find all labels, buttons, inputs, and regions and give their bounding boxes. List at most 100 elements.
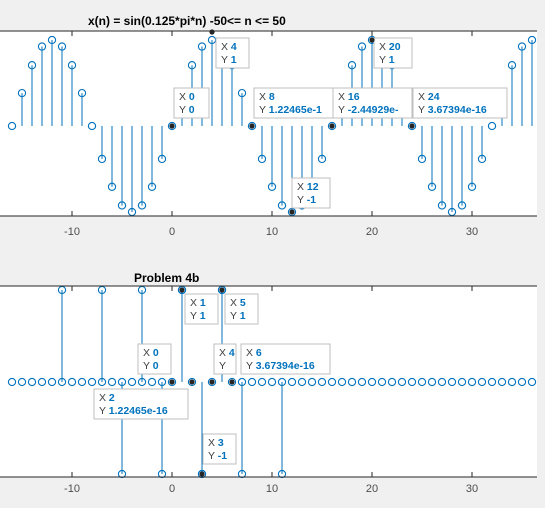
top-tick-label: 0 [169,226,175,238]
top-stem-marker [357,42,367,51]
top-datatip: X 8Y 1.22465e-1 [249,87,334,129]
bottom-stem-marker [127,377,137,387]
bottom-stem-marker [377,377,387,387]
top-datatip-x-row: X 8 [259,91,275,103]
top-datatip-box [412,87,508,119]
bottom-stem-marker [87,377,97,387]
top-stem-marker [87,121,97,131]
bottom-datatip: X 4Y [209,343,237,385]
bottom-stem-marker [17,377,27,387]
bottom-datatip-x-row: X 2 [99,392,115,404]
top-datatip: X 4Y 1 [209,29,250,69]
bottom-stem-marker [457,377,467,387]
bottom-datatip-box [202,433,237,465]
bottom-datatip-box [224,293,259,325]
top-stem-marker [67,61,77,70]
top-datatip: X 20Y 1 [369,37,413,69]
bottom-stem-marker [77,377,87,387]
top-datatip: X 24Y 3.67394e-16 [409,87,508,129]
top-stems [7,35,537,217]
bottom-stem-marker [437,377,447,387]
bottom-stem-marker [507,377,517,387]
top-datatip-x-row: X 4 [221,41,237,53]
bottom-tick-label: 20 [366,483,378,495]
top-datatip-anchor [369,37,375,43]
bottom-stem-marker [197,469,207,479]
top-stem-marker [237,88,247,98]
bottom-datatip-x-row: X 4 [219,347,235,359]
top-stem-marker [47,35,57,45]
bottom-stem-marker [117,469,127,479]
bottom-stem-marker [347,377,357,387]
top-stem-marker [247,121,257,131]
bottom-datatip-box [240,343,331,375]
bottom-datatip-anchor [189,379,195,385]
bottom-stem-marker [447,377,457,387]
bottom-stem-marker [207,377,217,387]
top-axes: -10 0 10 20 30 x(n) = sin(0.125*pi*n) -50<= … [0,14,537,238]
top-stem-marker [137,201,147,210]
top-stem-marker [167,121,177,131]
top-datatip: X 16Y -2.44929e- [329,87,413,129]
top-datatips: X 0Y 0X 4Y 1X 8Y 1.22465e-1X 12Y -1X 16Y… [169,29,508,215]
bottom-datatips: X 1Y 1X 5Y 1X 0Y 0X 4Y X 6Y 3.67394e-16X… [93,287,331,477]
top-stem-marker [187,61,197,70]
top-stem-marker [477,154,487,164]
bottom-stem-marker [7,377,17,387]
top-datatip-anchor [169,123,175,129]
top-datatip-box [215,37,250,69]
bottom-stem-marker [227,377,237,387]
top-datatip-x-row: X 12 [297,181,319,193]
top-stem-marker [37,42,47,51]
bottom-stem-marker [487,377,497,387]
top-datatip-anchor [289,209,295,215]
top-datatip-box [253,87,334,119]
top-stem-marker [457,201,467,210]
top-stem-marker [277,201,287,210]
bottom-stem-marker [517,377,527,387]
bottom-stem-marker [107,377,117,387]
top-stem-marker [77,88,87,98]
top-stem-marker [97,154,107,164]
top-stem-marker [27,61,37,70]
top-datatip-box [332,87,413,119]
bottom-stem-marker [467,377,477,387]
top-stem-marker [107,182,117,191]
top-datatip-box [373,37,413,69]
top-datatip-anchor [409,123,415,129]
bottom-datatip-x-row: X 0 [143,347,159,359]
bottom-datatip-x-row: X 1 [190,297,206,309]
bottom-stem-marker [477,377,487,387]
bottom-stem-marker [307,377,317,387]
bottom-datatip-x-row: X 5 [230,297,246,309]
top-datatip-anchor [209,29,215,35]
bottom-datatip-y-row: Y [219,360,226,372]
bottom-stem-marker [167,377,177,387]
bottom-stem-marker [387,377,397,387]
bottom-stem-marker [317,377,327,387]
top-chart-title: x(n) = sin(0.125*pi*n) -50<= n <= 50 [88,14,286,28]
top-tick-label: 10 [266,226,278,238]
bottom-stem-marker [237,469,247,479]
bottom-datatip-anchor [179,287,185,293]
bottom-stem-marker [397,377,407,387]
top-stem-marker [267,182,277,191]
top-datatip-y-row: Y 1 [379,54,395,66]
bottom-datatip-x-row: X 3 [208,437,224,449]
bottom-stem-marker [427,377,437,387]
bottom-stem-marker [497,377,507,387]
bottom-stem-marker [67,377,77,387]
top-stem-marker [157,154,167,164]
bottom-stem-marker [357,377,367,387]
bottom-datatip-y-row: Y 1 [190,310,206,322]
top-stem-marker [347,61,357,70]
top-tick-label: 30 [466,226,478,238]
bottom-stem-marker [327,377,337,387]
top-stem-marker [57,42,67,51]
bottom-tick-label: 10 [266,483,278,495]
bottom-datatip: X 6Y 3.67394e-16 [229,343,331,385]
bottom-stem-marker [147,377,157,387]
bottom-stem-marker [27,377,37,387]
bottom-datatip: X 5Y 1 [219,287,259,325]
